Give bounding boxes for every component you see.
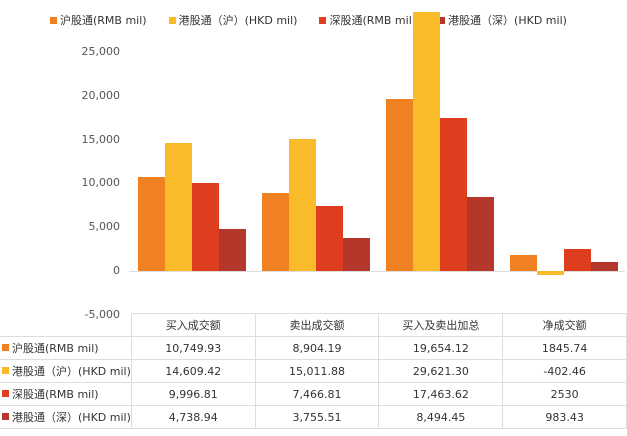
legend-label: 港股通（深）(HKD mil) xyxy=(448,14,567,27)
table-cell: 2530 xyxy=(502,382,627,406)
bar xyxy=(413,11,440,271)
legend-swatch-icon xyxy=(319,16,327,24)
bar xyxy=(440,118,467,271)
table-cell: 19,654.12 xyxy=(378,336,504,360)
bar xyxy=(262,192,289,271)
data-table: 买入成交额 卖出成交额 买入及卖出加总 净成交额沪股通(RMB mil) 10,749.… xyxy=(0,313,627,429)
bar xyxy=(591,262,618,271)
legend-item: 港股通（深）(HKD mil) xyxy=(438,12,567,28)
legend-swatch-icon xyxy=(438,16,446,24)
legend-swatch-icon xyxy=(2,344,9,351)
legend-item: 港股通（沪）(HKD mil) xyxy=(168,12,298,28)
table-row: 沪股通(RMB mil) 10,749.93 8,904.19 19,654.12 18… xyxy=(0,336,627,360)
table-row-label: 港股通（深）(HKD mil) xyxy=(0,405,132,429)
series-name: 港股通（深）(HKD mil) xyxy=(12,411,131,424)
legend-label: 沪股通(RMB mil) xyxy=(60,14,147,27)
bar xyxy=(467,196,494,271)
table-cell: 29,621.30 xyxy=(378,359,504,383)
table-header-cell: 买入及卖出加总 xyxy=(378,313,504,337)
table-row: 港股通（深）(HKD mil) 4,738.94 3,755.51 8,494.45 9… xyxy=(0,405,627,429)
y-tick-label: 20,000 xyxy=(81,88,121,102)
table-cell: 3,755.51 xyxy=(254,405,380,429)
bar xyxy=(165,143,192,271)
series-name: 沪股通(RMB mil) xyxy=(12,342,99,355)
table-row: 深股通(RMB mil) 9,996.81 7,466.81 17,463.62 253… xyxy=(0,382,627,406)
chart-legend: 沪股通(RMB mil) 港股通（沪）(HKD mil) 深股通(RMB mil) 港… xyxy=(50,12,567,28)
y-tick-label: 10,000 xyxy=(81,176,121,190)
bar xyxy=(138,176,165,271)
table-row-label: 深股通(RMB mil) xyxy=(0,382,132,406)
legend-item: 深股通(RMB mil) xyxy=(319,12,416,28)
table-cell: 4,738.94 xyxy=(130,405,256,429)
table-corner xyxy=(0,314,131,337)
table-cell: 10,749.93 xyxy=(130,336,256,360)
legend-swatch-icon xyxy=(2,390,9,397)
table-row-label: 沪股通(RMB mil) xyxy=(0,336,132,360)
table-cell: 8,904.19 xyxy=(254,336,380,360)
table-header-cell: 卖出成交额 xyxy=(254,313,380,337)
table-cell: 983.43 xyxy=(502,405,627,429)
legend-item: 沪股通(RMB mil) xyxy=(50,12,147,28)
table-cell: 14,609.42 xyxy=(130,359,256,383)
y-tick-label: 0 xyxy=(113,264,120,277)
legend-swatch-icon xyxy=(2,367,9,374)
table-row: 港股通（沪）(HKD mil) 14,609.42 15,011.88 29,621.… xyxy=(0,359,627,383)
bar xyxy=(289,139,316,271)
legend-swatch-icon xyxy=(50,16,57,24)
series-name: 港股通（沪）(HKD mil) xyxy=(12,365,131,378)
legend-swatch-icon xyxy=(2,413,9,420)
bar xyxy=(316,205,343,271)
y-tick-label: 15,000 xyxy=(81,132,121,146)
table-cell: 7,466.81 xyxy=(254,382,380,406)
bar xyxy=(192,183,219,271)
table-cell: 8,494.45 xyxy=(378,405,504,429)
table-row-label: 港股通（沪）(HKD mil) xyxy=(0,359,132,383)
y-tick-label: 25,000 xyxy=(81,45,121,58)
bar xyxy=(386,98,413,271)
y-tick-label: -5,000 xyxy=(84,307,120,321)
series-name: 深股通(RMB mil) xyxy=(12,388,99,401)
bar xyxy=(510,254,537,271)
y-tick-label: 5,000 xyxy=(88,220,121,234)
bar xyxy=(343,238,370,271)
table-cell: 17,463.62 xyxy=(378,382,504,406)
legend-label: 港股通（沪）(HKD mil) xyxy=(178,14,298,27)
legend-swatch-icon xyxy=(168,16,176,24)
table-cell: 15,011.88 xyxy=(254,359,380,383)
legend-label: 深股通(RMB mil) xyxy=(329,14,417,27)
zero-axis-line xyxy=(129,271,625,272)
table-cell: 9,996.81 xyxy=(130,382,256,406)
table-cell: 1845.74 xyxy=(502,336,627,360)
table-header-cell: 买入成交额 xyxy=(130,313,256,337)
bar xyxy=(564,248,591,271)
table-header-cell: 净成交额 xyxy=(502,313,627,337)
bar xyxy=(537,271,564,275)
table-cell: -402.46 xyxy=(502,359,627,383)
bar xyxy=(219,229,246,271)
